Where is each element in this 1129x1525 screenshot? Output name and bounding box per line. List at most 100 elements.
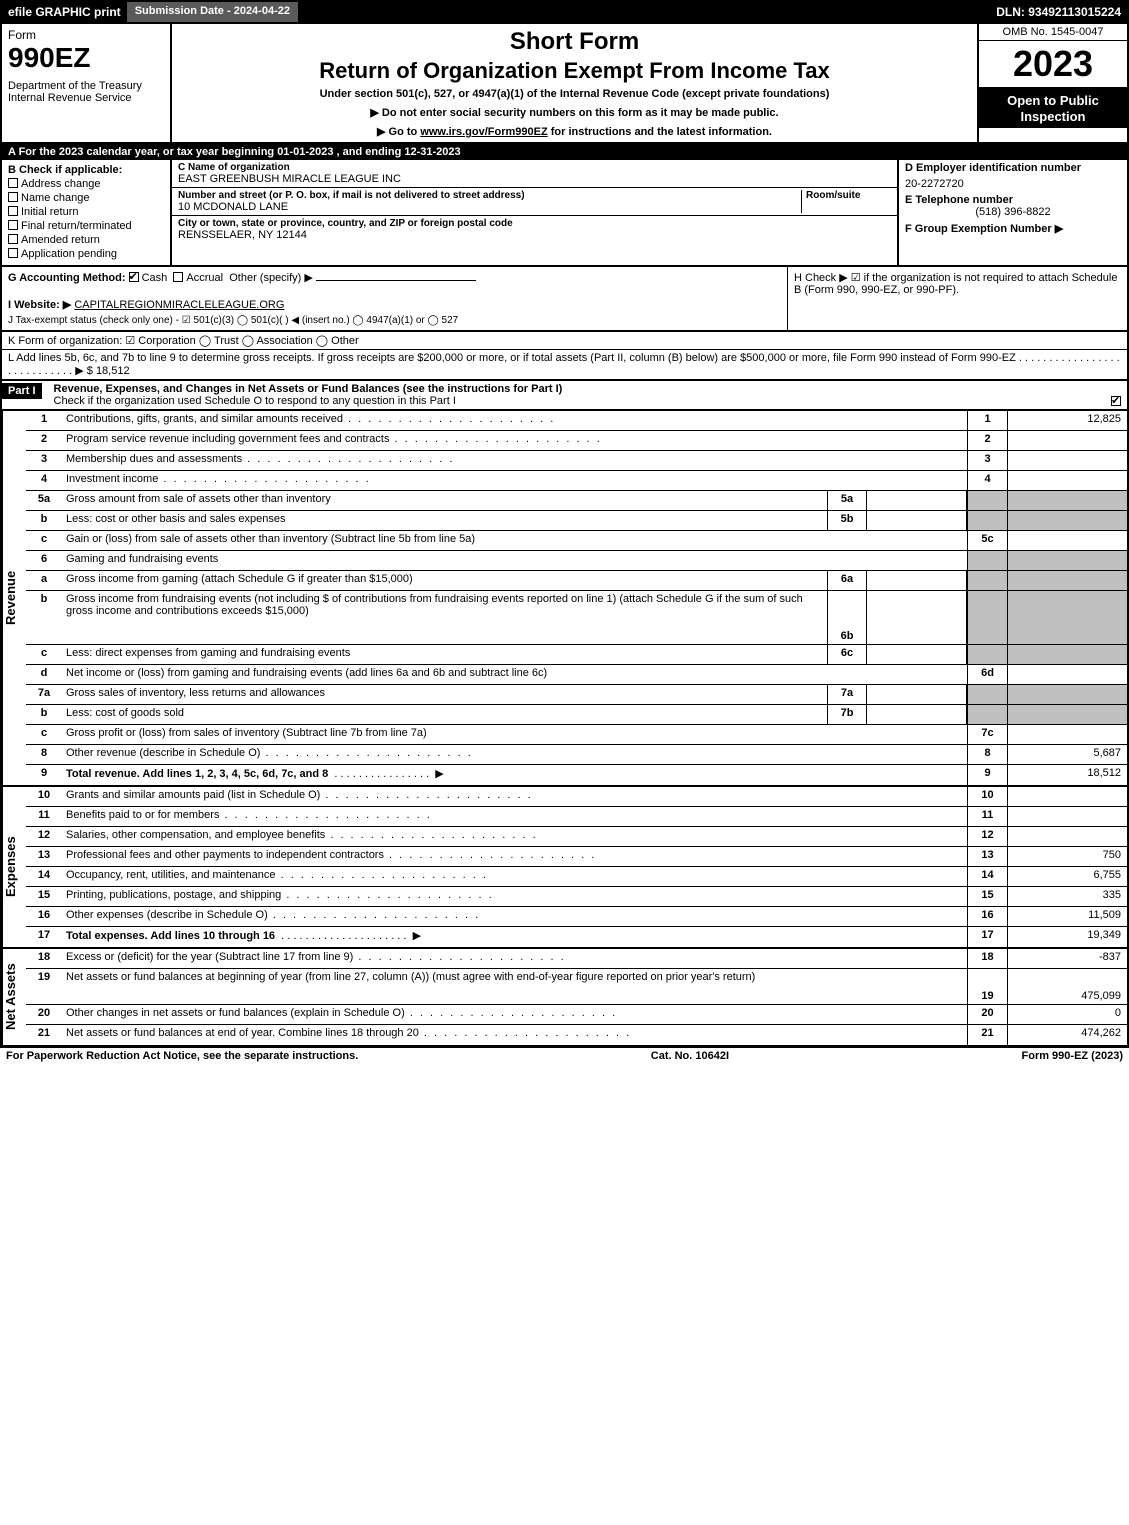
goto-note: ▶ Go to www.irs.gov/Form990EZ for instru… [180,125,969,138]
line-21: 21Net assets or fund balances at end of … [26,1025,1127,1045]
line-8: 8Other revenue (describe in Schedule O)8… [26,745,1127,765]
line-13: 13Professional fees and other payments t… [26,847,1127,867]
line-5b: bLess: cost or other basis and sales exp… [26,511,1127,531]
chk-address-change[interactable]: Address change [8,177,164,190]
efile-text: efile GRAPHIC print [8,5,121,19]
expenses-rows: 10Grants and similar amounts paid (list … [26,787,1127,947]
line-2: 2Program service revenue including gover… [26,431,1127,451]
expenses-table: Expenses 10Grants and similar amounts pa… [0,787,1129,949]
public-inspection: Open to Public Inspection [979,87,1127,128]
g-other: Other (specify) ▶ [229,272,313,284]
footer-right: Form 990-EZ (2023) [1022,1050,1123,1062]
revenue-side-label: Revenue [2,411,26,785]
ein-label: D Employer identification number [905,162,1121,174]
section-c: C Name of organization EAST GREENBUSH MI… [172,160,897,265]
form-number: 990EZ [8,42,164,74]
j-tax-exempt: J Tax-exempt status (check only one) - ☑… [8,315,781,326]
chk-cash[interactable] [129,272,139,282]
chk-application-pending[interactable]: Application pending [8,247,164,260]
header-center: Short Form Return of Organization Exempt… [172,24,977,142]
line-7b: bLess: cost of goods sold7b [26,705,1127,725]
org-street: 10 MCDONALD LANE [178,201,801,213]
group-exemption-label: F Group Exemption Number ▶ [905,222,1121,235]
line-19: 19Net assets or fund balances at beginni… [26,969,1127,1005]
part1-check: Check if the organization used Schedule … [48,395,456,407]
main-title: Return of Organization Exempt From Incom… [180,58,969,84]
line-16: 16Other expenses (describe in Schedule O… [26,907,1127,927]
chk-initial-return[interactable]: Initial return [8,205,164,218]
c-city-row: City or town, state or province, country… [172,216,897,243]
b-label: B Check if applicable: [8,164,164,176]
form-word: Form [8,28,164,42]
chk-schedule-o[interactable] [1111,396,1121,406]
org-city: RENSSELAER, NY 12144 [178,229,891,241]
l-text: L Add lines 5b, 6c, and 7b to line 9 to … [8,352,1120,377]
line-6b: bGross income from fundraising events (n… [26,591,1127,645]
c-city-label: City or town, state or province, country… [178,218,891,229]
submission-date: Submission Date - 2024-04-22 [127,2,298,22]
line-3: 3Membership dues and assessments3 [26,451,1127,471]
gh-left: G Accounting Method: Cash Accrual Other … [2,267,787,330]
ssn-note: ▶ Do not enter social security numbers o… [180,106,969,119]
topbar-fill [298,2,990,22]
website-value: CAPITALREGIONMIRACLELEAGUE.ORG [74,299,284,311]
section-b: B Check if applicable: Address change Na… [2,160,172,265]
part1-badge: Part I [2,383,42,399]
line-6: 6Gaming and fundraising events [26,551,1127,571]
efile-label: efile GRAPHIC print [2,2,127,22]
org-name: EAST GREENBUSH MIRACLE LEAGUE INC [178,173,891,185]
dln: DLN: 93492113015224 [990,2,1127,22]
header-left: Form 990EZ Department of the Treasury In… [2,24,172,142]
g-other-input[interactable] [316,280,476,281]
l-value: 18,512 [96,365,130,377]
room-label: Room/suite [806,190,891,201]
short-form-title: Short Form [180,28,969,56]
line-7c: cGross profit or (loss) from sales of in… [26,725,1127,745]
ein-value: 20-2272720 [905,178,1121,190]
line-6d: dNet income or (loss) from gaming and fu… [26,665,1127,685]
tax-year: 2023 [979,41,1127,87]
tel-value: (518) 396-8822 [905,206,1121,218]
tel-label: E Telephone number [905,194,1121,206]
line-20: 20Other changes in net assets or fund ba… [26,1005,1127,1025]
netassets-rows: 18Excess or (deficit) for the year (Subt… [26,949,1127,1045]
line-1: 1Contributions, gifts, grants, and simil… [26,411,1127,431]
revenue-rows: 1Contributions, gifts, grants, and simil… [26,411,1127,785]
bc-block: B Check if applicable: Address change Na… [0,160,1129,267]
line-5a: 5aGross amount from sale of assets other… [26,491,1127,511]
form-header: Form 990EZ Department of the Treasury In… [0,24,1129,144]
irs-link[interactable]: www.irs.gov/Form990EZ [420,126,547,138]
h-check: H Check ▶ ☑ if the organization is not r… [787,267,1127,330]
c-name-row: C Name of organization EAST GREENBUSH MI… [172,160,897,188]
i-website: I Website: ▶ CAPITALREGIONMIRACLELEAGUE.… [8,298,781,311]
c-street-label: Number and street (or P. O. box, if mail… [178,190,801,201]
line-17: 17Total expenses. Add lines 10 through 1… [26,927,1127,947]
page-footer: For Paperwork Reduction Act Notice, see … [0,1047,1129,1064]
line-14: 14Occupancy, rent, utilities, and mainte… [26,867,1127,887]
chk-final-return[interactable]: Final return/terminated [8,219,164,232]
goto-pre: ▶ Go to [377,126,420,138]
g-label: G Accounting Method: [8,272,126,284]
part1-header-row: Part I Revenue, Expenses, and Changes in… [0,380,1129,411]
revenue-table: Revenue 1Contributions, gifts, grants, a… [0,411,1129,787]
goto-post: for instructions and the latest informat… [548,126,772,138]
gh-block: G Accounting Method: Cash Accrual Other … [0,267,1129,332]
line-9: 9Total revenue. Add lines 1, 2, 3, 4, 5c… [26,765,1127,785]
row-a-tax-year: A For the 2023 calendar year, or tax yea… [0,144,1129,160]
chk-accrual[interactable] [173,272,183,282]
line-6a: aGross income from gaming (attach Schedu… [26,571,1127,591]
footer-mid: Cat. No. 10642I [651,1050,729,1062]
line-12: 12Salaries, other compensation, and empl… [26,827,1127,847]
line-7a: 7aGross sales of inventory, less returns… [26,685,1127,705]
netassets-table: Net Assets 18Excess or (deficit) for the… [0,949,1129,1047]
l-gross-receipts: L Add lines 5b, 6c, and 7b to line 9 to … [0,350,1129,380]
line-11: 11Benefits paid to or for members11 [26,807,1127,827]
g-accounting: G Accounting Method: Cash Accrual Other … [8,271,781,284]
chk-amended-return[interactable]: Amended return [8,233,164,246]
chk-name-change[interactable]: Name change [8,191,164,204]
section-d: D Employer identification number 20-2272… [897,160,1127,265]
c-street-row: Number and street (or P. O. box, if mail… [172,188,897,216]
line-15: 15Printing, publications, postage, and s… [26,887,1127,907]
footer-left: For Paperwork Reduction Act Notice, see … [6,1050,358,1062]
line-6c: cLess: direct expenses from gaming and f… [26,645,1127,665]
